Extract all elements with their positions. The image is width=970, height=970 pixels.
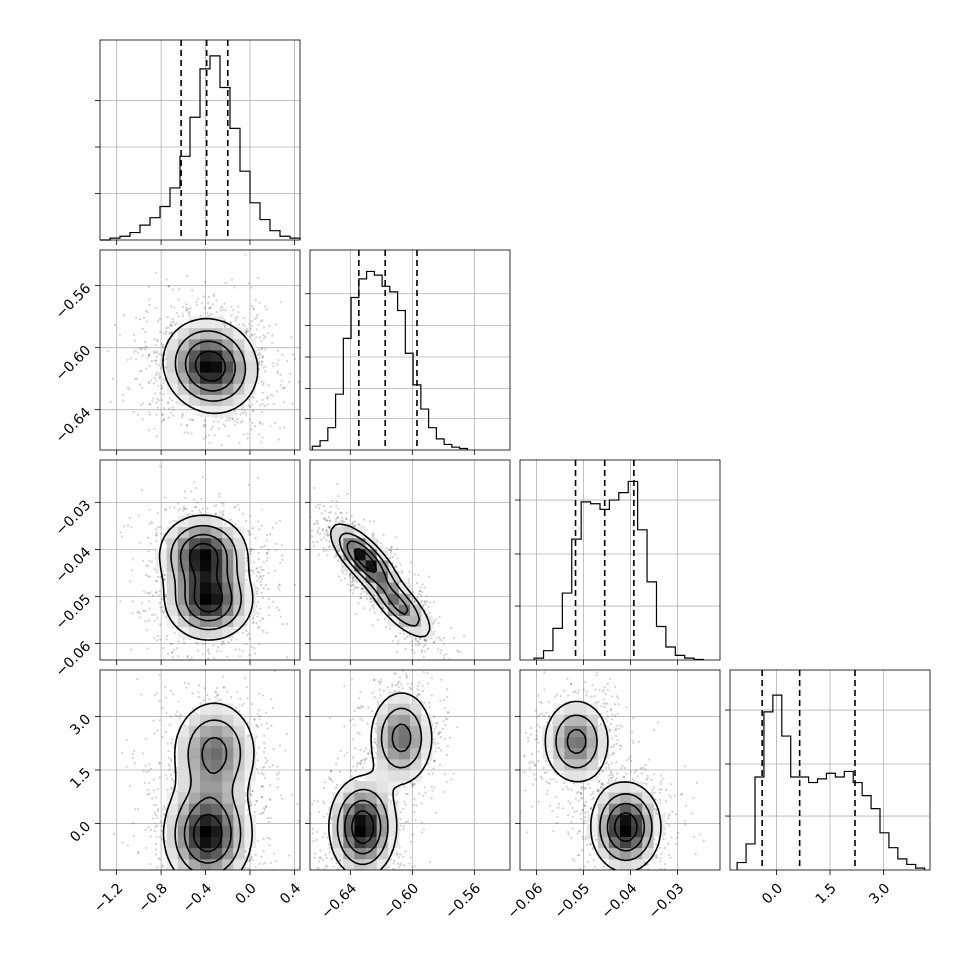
contour-lines bbox=[162, 702, 255, 870]
x-tick-label: 3.0 bbox=[866, 880, 893, 907]
histogram-p3 bbox=[736, 694, 926, 870]
joint-panel-p0-p1 bbox=[95, 249, 301, 455]
density-blocks bbox=[166, 703, 256, 870]
contour-level bbox=[555, 714, 653, 862]
y-tick-label: −0.06 bbox=[53, 638, 95, 680]
panel-frame bbox=[99, 39, 301, 241]
y-tick-label: −0.56 bbox=[53, 281, 95, 323]
x-tick-label: 1.5 bbox=[813, 880, 840, 907]
contour-lines bbox=[544, 700, 662, 870]
histogram-p1 bbox=[311, 270, 468, 450]
contour-level bbox=[183, 736, 232, 864]
joint-panel-p0-p2 bbox=[95, 459, 301, 665]
y-tick-label: 3.0 bbox=[67, 711, 94, 738]
joint-panel-p1-p3 bbox=[305, 669, 511, 875]
contour-lines bbox=[329, 523, 431, 638]
contour-level bbox=[158, 514, 254, 641]
contour-lines bbox=[158, 514, 254, 641]
y-tick-label: 0.0 bbox=[67, 819, 94, 846]
contour-lines bbox=[162, 317, 259, 415]
panel-frame bbox=[99, 249, 301, 451]
contour-level bbox=[566, 728, 646, 852]
panel-frame bbox=[99, 459, 301, 661]
density-blocks bbox=[166, 316, 256, 418]
contour-level bbox=[329, 523, 431, 638]
x-tick-label: −0.03 bbox=[646, 880, 688, 922]
x-tick-label: −0.4 bbox=[180, 880, 215, 915]
y-tick-label: −0.05 bbox=[53, 591, 95, 633]
panel-frame bbox=[309, 669, 511, 871]
hist-panel-p2 bbox=[515, 459, 721, 665]
contour-level bbox=[353, 548, 378, 574]
x-tick-label: 0.0 bbox=[759, 880, 786, 907]
panel-frame bbox=[519, 669, 721, 871]
x-tick-label: 0.4 bbox=[277, 880, 304, 907]
contour-level bbox=[179, 533, 233, 622]
contour-level bbox=[194, 350, 226, 382]
contour-level bbox=[328, 692, 433, 870]
contour-level bbox=[162, 317, 259, 415]
x-tick-label: −0.04 bbox=[599, 880, 641, 922]
contour-level bbox=[174, 330, 247, 402]
y-tick-label: −0.64 bbox=[53, 405, 95, 447]
histogram-p0 bbox=[100, 55, 301, 241]
x-tick-label: 0.0 bbox=[233, 880, 260, 907]
contour-level bbox=[170, 524, 242, 631]
x-tick-label: −0.05 bbox=[552, 880, 594, 922]
x-tick-label: −0.06 bbox=[505, 880, 547, 922]
contour-level bbox=[336, 707, 423, 866]
y-tick-label: −0.03 bbox=[53, 497, 95, 539]
joint-panel-p1-p2 bbox=[305, 459, 511, 665]
contour-level bbox=[162, 702, 255, 870]
joint-panel-p2-p3 bbox=[515, 669, 721, 875]
y-tick-label: −0.60 bbox=[53, 343, 95, 385]
panel-frame bbox=[309, 459, 511, 661]
x-tick-label: −0.60 bbox=[380, 880, 422, 922]
contour-lines bbox=[328, 692, 433, 870]
contour-level bbox=[544, 700, 662, 870]
contour-level bbox=[614, 812, 638, 843]
contour-level bbox=[338, 532, 421, 627]
histogram-p2 bbox=[533, 480, 705, 661]
contour-level bbox=[174, 719, 242, 870]
x-tick-label: −0.8 bbox=[136, 880, 171, 915]
x-tick-label: −0.64 bbox=[318, 880, 360, 922]
contour-level bbox=[351, 810, 375, 844]
y-tick-label: 1.5 bbox=[67, 765, 94, 792]
hist-panel-p3 bbox=[725, 669, 931, 875]
contour-level bbox=[344, 723, 412, 855]
x-tick-label: −0.56 bbox=[442, 880, 484, 922]
panel-frame bbox=[519, 459, 721, 661]
y-tick-label: −0.04 bbox=[53, 544, 95, 586]
panel-frame bbox=[729, 669, 931, 871]
contour-level bbox=[346, 540, 409, 616]
hist-panel-p0 bbox=[95, 39, 301, 245]
contour-level bbox=[184, 340, 236, 392]
contour-level bbox=[189, 542, 224, 613]
panel-frame bbox=[99, 669, 301, 871]
joint-panel-p0-p3 bbox=[95, 669, 301, 875]
contour-level bbox=[192, 813, 223, 853]
x-tick-label: −1.2 bbox=[91, 880, 126, 915]
hist-panel-p1 bbox=[305, 249, 511, 455]
panel-frame bbox=[309, 249, 511, 451]
